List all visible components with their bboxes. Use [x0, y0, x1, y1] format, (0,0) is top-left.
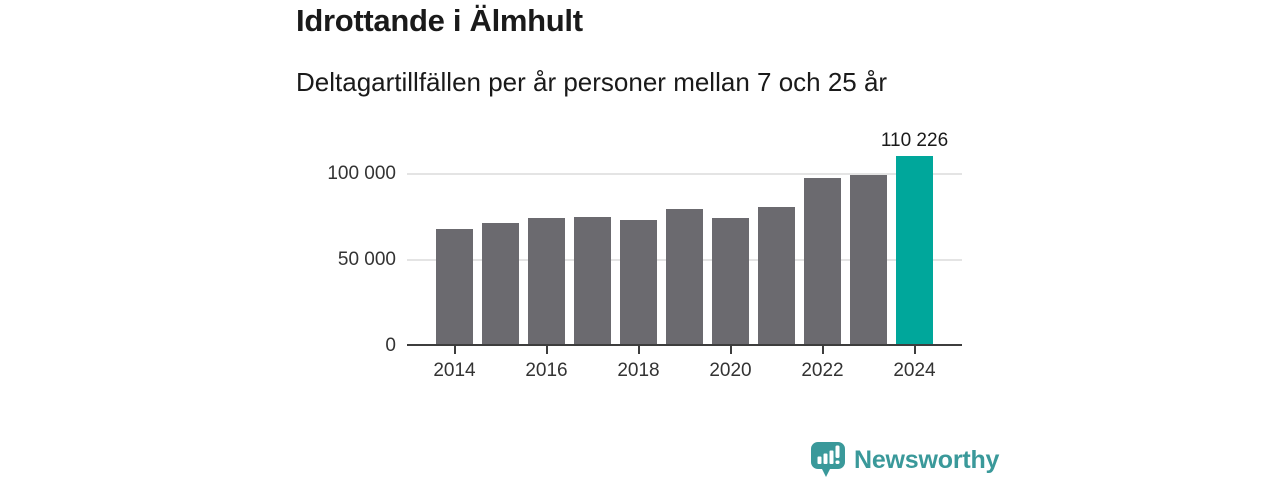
gridline-100000	[407, 172, 962, 175]
bar-2018	[620, 220, 657, 346]
newsworthy-brand-text: Newsworthy	[854, 445, 1000, 474]
bar-2016	[528, 217, 565, 346]
newsworthy-logo-link[interactable]: Newsworthy	[810, 441, 999, 479]
y-axis-label-100000: 100 000	[327, 162, 396, 184]
x-axis-label-2022: 2022	[801, 360, 844, 381]
bar-2020	[712, 217, 749, 346]
x-axis-label-2016: 2016	[525, 360, 568, 381]
bar-2017	[574, 216, 611, 346]
bar-value-label: 110 226	[880, 129, 949, 151]
bar-2024	[896, 155, 933, 346]
x-axis-label-2014: 2014	[433, 360, 476, 381]
y-axis-label-0: 0	[385, 335, 396, 356]
x-tick-2018	[637, 346, 640, 354]
bar-2015	[482, 222, 519, 346]
x-tick-2016	[545, 346, 548, 354]
x-axis-label-2020: 2020	[709, 360, 752, 381]
bar-2019	[666, 209, 703, 346]
x-axis-line	[407, 344, 962, 346]
bar-2014	[436, 229, 473, 346]
x-tick-2020	[729, 346, 732, 354]
bar-2023	[850, 174, 887, 346]
bar-2021	[758, 206, 795, 346]
chart-subtitle: Deltagartillfällen per år personer mella…	[296, 67, 888, 97]
chart-title: Idrottande i Älmhult	[296, 3, 583, 38]
x-axis-label-2024: 2024	[893, 360, 936, 381]
newsworthy-chart-bubble-icon	[811, 442, 845, 477]
x-tick-2014	[453, 346, 456, 354]
y-axis-label-50000: 50 000	[337, 248, 396, 270]
x-axis-label-2018: 2018	[617, 360, 660, 381]
x-tick-2022	[821, 346, 824, 354]
x-tick-2024	[913, 346, 916, 354]
bar-2022	[804, 178, 841, 346]
